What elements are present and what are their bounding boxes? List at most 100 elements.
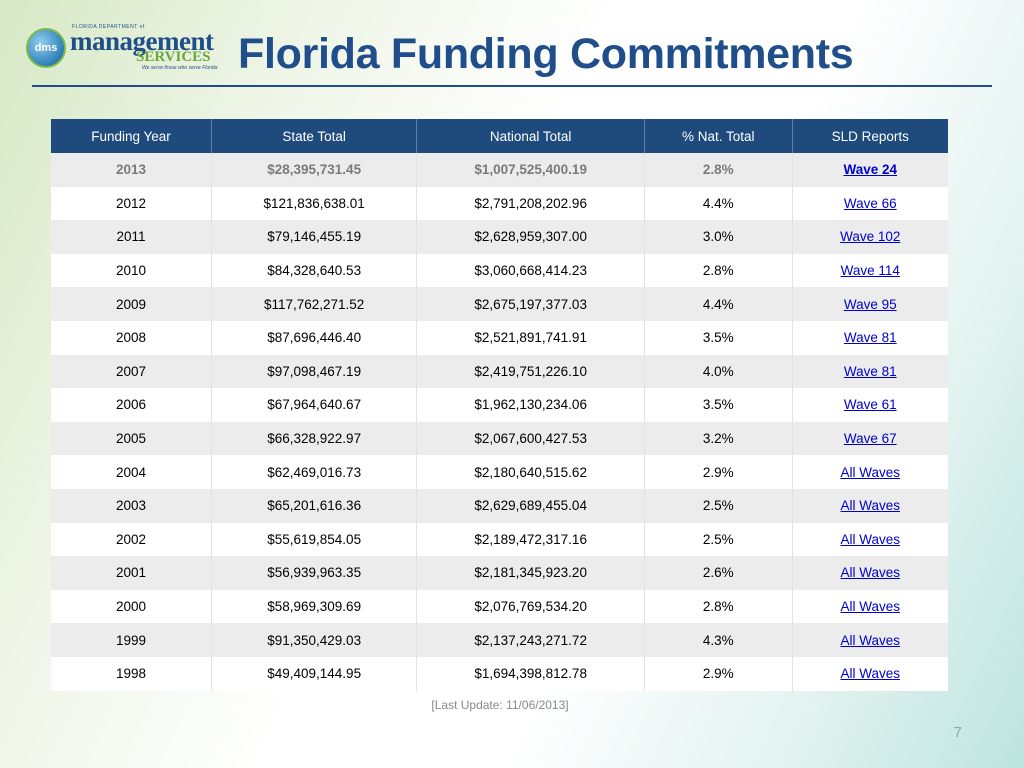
header-national-total: National Total: [416, 119, 646, 153]
sld-report-link[interactable]: Wave 102: [840, 229, 901, 245]
table-row: 2008 $87,696,446.40 $2,521,891,741.91 3.…: [51, 320, 948, 355]
table-row: 2006 $67,964,640.67 $1,962,130,234.06 3.…: [51, 388, 948, 422]
table-row: 2000 $58,969,309.69 $2,076,769,534.20 2.…: [51, 589, 948, 624]
cell-report: Wave 95: [792, 287, 948, 321]
cell-state-total: $55,619,854.05: [211, 522, 418, 557]
cell-report: All Waves: [792, 656, 948, 691]
table-row: 2013 $28,395,731.45 $1,007,525,400.19 2.…: [51, 153, 948, 187]
sld-report-link[interactable]: All Waves: [840, 599, 900, 615]
cell-national-total: $3,060,668,414.23: [416, 253, 646, 288]
table-row: 2002 $55,619,854.05 $2,189,472,317.16 2.…: [51, 522, 948, 557]
sld-report-link[interactable]: All Waves: [840, 565, 900, 581]
sld-report-link[interactable]: Wave 66: [843, 195, 897, 211]
cell-national-total: $2,067,600,427.53: [416, 421, 646, 456]
cell-state-total: $97,098,467.19: [211, 354, 418, 389]
cell-national-total: $2,181,345,923.20: [416, 556, 646, 590]
cell-national-total: $2,180,640,515.62: [416, 455, 646, 489]
cell-pct: 3.2%: [644, 421, 793, 456]
sld-report-link[interactable]: All Waves: [840, 498, 900, 514]
cell-report: All Waves: [792, 556, 948, 590]
logo-tagline: We serve those who serve Florida: [142, 65, 218, 71]
cell-year: 1998: [51, 656, 213, 691]
cell-report: All Waves: [792, 488, 948, 523]
cell-report: Wave 24: [792, 153, 948, 187]
cell-year: 2006: [51, 388, 213, 422]
cell-state-total: $28,395,731.45: [211, 153, 418, 187]
sld-report-link[interactable]: Wave 61: [843, 397, 897, 413]
table-row: 2012 $121,836,638.01 $2,791,208,202.96 4…: [51, 186, 948, 221]
logo-dept-text: FLORIDA DEPARTMENT of: [72, 24, 145, 30]
cell-year: 2002: [51, 522, 213, 557]
cell-state-total: $62,469,016.73: [211, 455, 418, 489]
sld-report-link[interactable]: All Waves: [840, 632, 900, 648]
sld-report-link[interactable]: Wave 95: [843, 296, 897, 312]
cell-report: Wave 102: [792, 220, 948, 254]
cell-pct: 3.5%: [644, 388, 793, 422]
cell-state-total: $87,696,446.40: [211, 320, 418, 355]
dms-logo: dms FLORIDA DEPARTMENT of management SER…: [26, 22, 226, 74]
cell-pct: 2.5%: [644, 522, 793, 557]
table-row: 1999 $91,350,429.03 $2,137,243,271.72 4.…: [51, 623, 948, 657]
last-update-note: [Last Update: 11/06/2013]: [431, 698, 569, 712]
cell-year: 2003: [51, 488, 213, 523]
cell-pct: 2.9%: [644, 656, 793, 691]
funding-table: Funding Year State Total National Total …: [51, 119, 948, 691]
cell-report: Wave 81: [792, 354, 948, 389]
table-row: 2009 $117,762,271.52 $2,675,197,377.03 4…: [51, 287, 948, 321]
header-state-total: State Total: [211, 119, 418, 153]
cell-pct: 2.8%: [644, 253, 793, 288]
cell-national-total: $1,694,398,812.78: [416, 656, 646, 691]
cell-national-total: $2,137,243,271.72: [416, 623, 646, 657]
header-sld-reports: SLD Reports: [792, 119, 948, 153]
cell-report: All Waves: [792, 589, 948, 624]
cell-national-total: $2,419,751,226.10: [416, 354, 646, 389]
cell-state-total: $56,939,963.35: [211, 556, 418, 590]
sld-report-link[interactable]: Wave 67: [843, 431, 897, 447]
cell-national-total: $2,521,891,741.91: [416, 320, 646, 355]
sld-report-link[interactable]: All Waves: [840, 531, 900, 547]
table-row: 2007 $97,098,467.19 $2,419,751,226.10 4.…: [51, 354, 948, 389]
cell-state-total: $91,350,429.03: [211, 623, 418, 657]
cell-year: 2012: [51, 186, 213, 221]
cell-national-total: $2,628,959,307.00: [416, 220, 646, 254]
cell-national-total: $2,675,197,377.03: [416, 287, 646, 321]
logo-management-text: management: [70, 26, 214, 56]
cell-year: 2004: [51, 455, 213, 489]
sld-report-link[interactable]: Wave 81: [843, 330, 897, 346]
cell-year: 2001: [51, 556, 213, 590]
header-funding-year: Funding Year: [51, 119, 213, 153]
table-row: 2011 $79,146,455.19 $2,628,959,307.00 3.…: [51, 220, 948, 254]
cell-report: Wave 61: [792, 388, 948, 422]
cell-pct: 4.0%: [644, 354, 793, 389]
cell-report: Wave 66: [792, 186, 948, 221]
cell-state-total: $58,969,309.69: [211, 589, 418, 624]
cell-state-total: $117,762,271.52: [211, 287, 418, 321]
cell-national-total: $1,007,525,400.19: [416, 153, 646, 187]
cell-report: All Waves: [792, 623, 948, 657]
header-pct-nat-total: % Nat. Total: [644, 119, 793, 153]
cell-pct: 2.6%: [644, 556, 793, 590]
cell-year: 1999: [51, 623, 213, 657]
cell-pct: 2.9%: [644, 455, 793, 489]
sld-report-link[interactable]: Wave 114: [840, 263, 900, 279]
cell-year: 2009: [51, 287, 213, 321]
sld-report-link[interactable]: Wave 24: [843, 162, 898, 178]
cell-state-total: $84,328,640.53: [211, 253, 418, 288]
page-title: Florida Funding Commitments: [238, 30, 854, 78]
cell-year: 2008: [51, 320, 213, 355]
table-row: 2010 $84,328,640.53 $3,060,668,414.23 2.…: [51, 253, 948, 288]
sld-report-link[interactable]: Wave 81: [843, 363, 897, 379]
table-row: 2005 $66,328,922.97 $2,067,600,427.53 3.…: [51, 421, 948, 456]
cell-national-total: $2,076,769,534.20: [416, 589, 646, 624]
cell-national-total: $2,791,208,202.96: [416, 186, 646, 221]
cell-pct: 4.4%: [644, 186, 793, 221]
sld-report-link[interactable]: All Waves: [840, 666, 900, 682]
cell-year: 2007: [51, 354, 213, 389]
cell-state-total: $49,409,144.95: [211, 656, 418, 691]
sld-report-link[interactable]: All Waves: [840, 464, 900, 480]
cell-year: 2010: [51, 253, 213, 288]
cell-pct: 3.5%: [644, 320, 793, 355]
table-row: 2004 $62,469,016.73 $2,180,640,515.62 2.…: [51, 455, 948, 489]
cell-report: Wave 67: [792, 421, 948, 456]
cell-pct: 3.0%: [644, 220, 793, 254]
